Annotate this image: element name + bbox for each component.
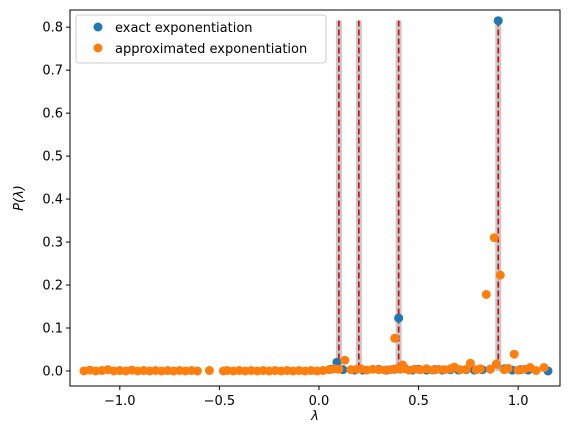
reference-lines [338,20,500,371]
x-tick-label-3: 0.5 [408,394,429,409]
point-s1-71 [489,233,499,243]
series-layer [79,16,553,376]
point-s1-72 [491,359,501,369]
legend: exact exponentiation approximated expone… [75,14,327,64]
y-tick-label-7: 0.7 [42,64,63,79]
point-s1-66 [465,358,475,368]
point-s1-73 [495,270,505,280]
plot-frame [69,9,561,387]
x-tick-label-2: 0.0 [309,394,330,409]
y-tick-label-3: 0.3 [42,236,63,251]
y-tick-label-6: 0.6 [42,107,63,122]
point-s1-51 [390,333,400,343]
y-tick-label-8: 0.8 [42,21,63,36]
y-tick-label-2: 0.2 [42,279,63,294]
x-tick-label-0: −1.0 [104,394,136,409]
plot-area [70,10,560,386]
point-s1-42 [340,355,350,365]
point-s1-68 [475,364,485,374]
point-s0-21 [493,16,503,26]
point-s1-19 [192,366,202,376]
point-s1-20 [204,366,214,376]
point-s1-54 [398,360,408,370]
point-s1-76 [509,349,519,359]
series-1 [79,233,549,376]
y-axis-ticks: 0.0 0.1 0.2 0.3 0.4 0.5 0.6 0.7 0.8 [42,21,70,379]
legend-label-approx: approximated exponentiation [115,42,307,57]
x-axis-label: λ [310,409,319,424]
y-tick-label-4: 0.4 [42,193,63,208]
legend-label-exact: exact exponentiation [115,21,253,36]
point-s1-41 [334,364,344,374]
point-s1-81 [539,363,549,373]
point-s1-75 [503,363,513,373]
x-tick-label-1: −0.5 [204,394,236,409]
legend-marker-exact [93,22,103,32]
y-tick-label-5: 0.5 [42,150,63,165]
point-s0-8 [394,313,404,323]
y-tick-label-1: 0.1 [42,321,63,336]
y-tick-label-0: 0.0 [42,364,63,379]
point-s1-69 [481,289,491,299]
legend-marker-approx [93,43,103,53]
x-axis-ticks: −1.0 −0.5 0.0 0.5 1.0 [104,386,529,409]
legend-box [75,14,327,64]
point-s1-80 [531,366,541,376]
x-tick-label-4: 1.0 [508,394,529,409]
point-s1-70 [485,364,495,374]
y-axis-label: P(λ) [12,185,27,211]
